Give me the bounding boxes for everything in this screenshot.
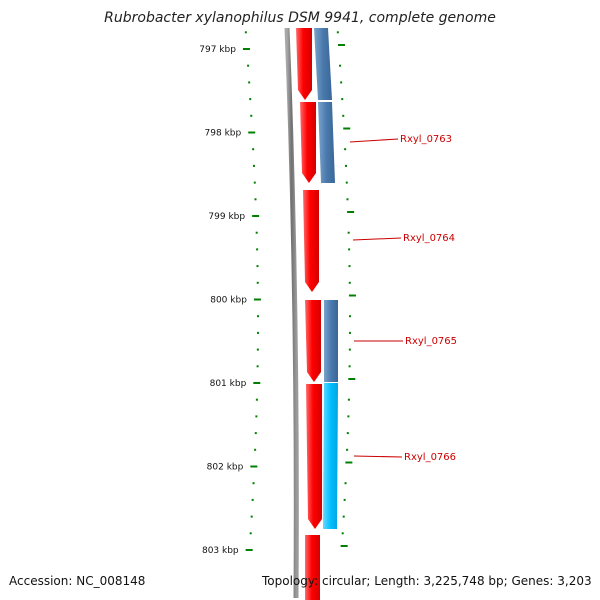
tick-label: 800 kbp — [210, 296, 247, 306]
tick-label: 802 kbp — [207, 463, 244, 473]
gene-label[interactable]: Rxyl_0763 — [400, 134, 452, 145]
tick-label: 799 kbp — [208, 212, 245, 222]
reverse-gene-block — [323, 383, 338, 529]
tick-label: 803 kbp — [202, 546, 239, 556]
forward-gene-arrow — [305, 535, 320, 600]
genome-backbone — [284, 27, 299, 599]
tick-label: 801 kbp — [210, 379, 247, 389]
forward-gene-arrow — [300, 102, 316, 183]
reverse-gene-block — [318, 102, 335, 183]
tick-label: 797 kbp — [199, 45, 236, 55]
gene-label[interactable]: Rxyl_0764 — [403, 233, 455, 244]
accession-text: Accession: NC_008148 — [9, 574, 146, 588]
forward-gene-arrow — [306, 384, 322, 529]
gene-label[interactable]: Rxyl_0765 — [405, 336, 457, 347]
tick-label: 798 kbp — [205, 129, 242, 139]
diagram-title: Rubrobacter xylanophilus DSM 9941, compl… — [104, 10, 496, 26]
forward-gene-arrow — [305, 300, 321, 382]
forward-genes — [296, 28, 322, 600]
gene-label-line — [352, 237, 402, 241]
forward-gene-arrow — [296, 28, 312, 100]
gene-labels: Rxyl_0763 Rxyl_0764 Rxyl_0765 Rxyl_0766 — [349, 134, 457, 463]
reverse-gene-block — [324, 300, 338, 382]
gene-label-line — [349, 138, 399, 143]
gene-label-line — [353, 455, 403, 458]
topology-text: Topology: circular; Length: 3,225,748 bp… — [262, 574, 592, 588]
gene-label[interactable]: Rxyl_0766 — [404, 452, 456, 463]
forward-gene-arrow — [303, 190, 319, 292]
reverse-gene-block — [314, 28, 332, 100]
reverse-genes — [314, 28, 338, 529]
position-ticks: 797 kbp 798 kbp 799 kbp 800 kbp 801 kbp 802 k… — [199, 31, 356, 556]
